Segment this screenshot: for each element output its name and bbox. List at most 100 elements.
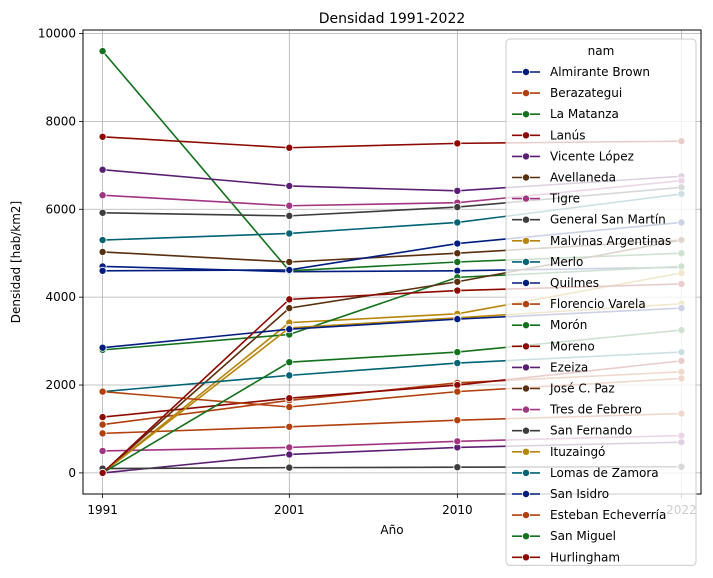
data-point <box>453 437 462 446</box>
data-point <box>98 208 107 217</box>
data-point <box>285 211 294 220</box>
data-point <box>453 387 462 396</box>
legend-label: Merlo <box>550 255 583 269</box>
legend-item: Moreno <box>512 339 595 353</box>
plot-area <box>82 29 702 495</box>
data-point <box>98 420 107 429</box>
legend-label: San Miguel <box>550 529 616 543</box>
data-point <box>285 295 294 304</box>
legend-item: José C. Paz <box>512 382 615 396</box>
legend-marker <box>522 152 531 161</box>
y-axis-label: Densidad [hab/km2] <box>9 201 23 323</box>
legend-label: Berazategui <box>550 86 622 100</box>
legend-label: Tigre <box>549 192 580 206</box>
legend-label: Florencio Varela <box>550 297 646 311</box>
data-point <box>453 315 462 324</box>
legend-label: San Isidro <box>550 487 609 501</box>
legend-item: Ezeiza <box>512 360 588 374</box>
legend-item: Quilmes <box>512 276 599 290</box>
data-point <box>98 47 107 56</box>
legend-item: General San Martín <box>512 213 666 227</box>
legend-marker <box>522 468 531 477</box>
legend-marker <box>522 321 531 330</box>
legend-marker <box>522 384 531 393</box>
legend-item: Florencio Varela <box>512 297 646 311</box>
data-point <box>98 468 107 477</box>
legend-title: nam <box>588 44 615 58</box>
legend-marker <box>522 342 531 351</box>
legend-label: Ituzaingó <box>550 445 605 459</box>
data-point <box>285 229 294 238</box>
legend-item: Morón <box>512 318 587 332</box>
legend-label: General San Martín <box>550 213 666 227</box>
legend-item: La Matanza <box>512 107 619 121</box>
x-tick-label: 2010 <box>442 503 473 517</box>
data-point <box>98 165 107 174</box>
legend-label: Lanús <box>550 128 586 142</box>
data-point <box>453 186 462 195</box>
data-point <box>453 381 462 390</box>
legend-marker <box>522 215 531 224</box>
x-tick-label: 2001 <box>274 503 305 517</box>
legend-item: Tigre <box>512 192 580 206</box>
legend-item: Almirante Brown <box>512 65 650 79</box>
data-point <box>285 181 294 190</box>
legend-label: Tres de Febrero <box>549 403 642 417</box>
legend-label: Malvinas Argentinas <box>550 234 671 248</box>
data-point <box>285 371 294 380</box>
legend-item: Hurlingham <box>512 550 620 564</box>
legend-item: Malvinas Argentinas <box>512 234 671 248</box>
legend-label: Hurlingham <box>550 550 620 564</box>
data-point <box>98 191 107 200</box>
y-tick-label: 2000 <box>45 378 76 392</box>
legend-marker <box>522 68 531 77</box>
legend-marker <box>522 553 531 562</box>
legend-marker <box>522 405 531 414</box>
legend: nam Almirante Brown Berazategui La Matanza L… <box>505 38 697 566</box>
data-point <box>453 348 462 357</box>
legend-marker <box>522 236 531 245</box>
legend-marker <box>522 194 531 203</box>
legend-label: Avellaneda <box>550 171 616 185</box>
legend-marker <box>522 110 531 119</box>
data-point <box>98 387 107 396</box>
legend-marker <box>522 278 531 287</box>
data-point <box>285 394 294 403</box>
y-tick-label: 8000 <box>45 114 76 128</box>
data-point <box>285 265 294 274</box>
legend-label: Almirante Brown <box>550 65 650 79</box>
x-tick-label: 1991 <box>87 503 118 517</box>
data-point <box>453 463 462 472</box>
legend-label: La Matanza <box>550 107 619 121</box>
legend-item: San Isidro <box>512 487 609 501</box>
legend-item: Vicente López <box>512 149 634 163</box>
data-point <box>285 257 294 266</box>
legend-label: San Fernando <box>550 424 632 438</box>
y-axis-ticks: 0 2000 4000 6000 8000 10000 <box>38 27 83 480</box>
legend-label: José C. Paz <box>549 382 615 396</box>
data-point <box>285 402 294 411</box>
legend-item: San Miguel <box>512 529 616 543</box>
legend-marker <box>522 489 531 498</box>
legend-item: Lanús <box>512 128 586 142</box>
y-tick-label: 6000 <box>45 202 76 216</box>
legend-marker <box>522 173 531 182</box>
data-point <box>453 218 462 227</box>
legend-item: Ituzaingó <box>512 445 605 459</box>
legend-label: Esteban Echeverría <box>550 508 666 522</box>
data-point <box>98 446 107 455</box>
data-point <box>285 443 294 452</box>
data-point <box>453 239 462 248</box>
data-point <box>285 463 294 472</box>
legend-marker <box>522 300 531 309</box>
y-tick-label: 4000 <box>45 290 76 304</box>
legend-item: Avellaneda <box>512 171 616 185</box>
data-point <box>98 413 107 422</box>
x-axis-label: Año <box>380 523 403 537</box>
chart-title: Densidad 1991-2022 <box>319 11 466 27</box>
legend-marker <box>522 131 531 140</box>
data-point <box>98 247 107 256</box>
data-point <box>453 286 462 295</box>
data-point <box>453 203 462 212</box>
data-point <box>285 422 294 431</box>
